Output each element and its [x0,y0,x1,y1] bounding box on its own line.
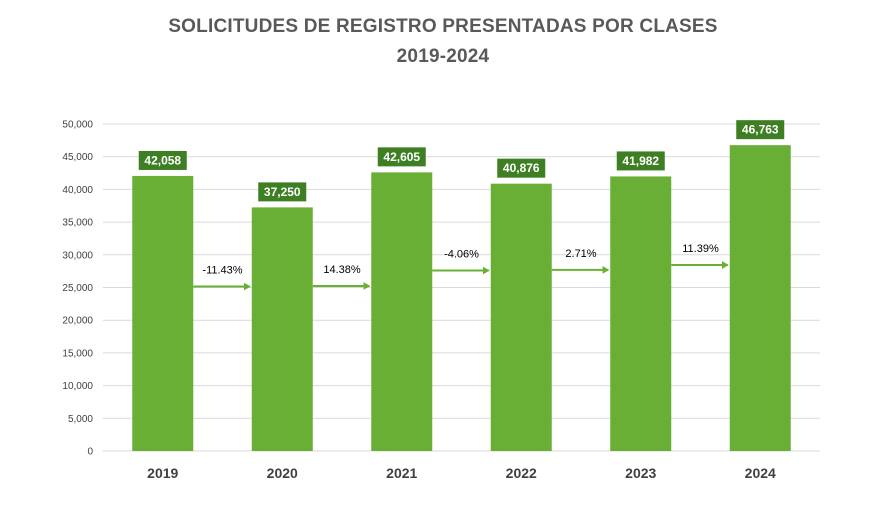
bar [371,172,432,451]
value-label: 42,605 [383,150,420,164]
bar [610,176,671,451]
value-label: 46,763 [742,123,779,137]
value-label: 40,876 [503,161,540,175]
value-label: 42,058 [144,153,181,167]
y-tick-label: 20,000 [62,316,93,327]
change-label: -4.06% [444,249,479,261]
change-label: 11.39% [682,243,719,255]
y-tick-label: 30,000 [62,250,93,261]
change-label: -11.43% [202,265,242,277]
y-tick-label: 10,000 [62,381,93,392]
bar [132,176,193,451]
change-label: 2.71% [565,248,596,260]
value-label: 37,250 [264,185,301,199]
bar [491,184,552,451]
y-tick-label: 45,000 [62,152,93,163]
change-label: 14.38% [323,264,361,276]
x-tick-label: 2022 [506,465,537,481]
value-label: 41,982 [622,154,659,168]
y-tick-label: 35,000 [62,218,93,229]
y-tick-label: 15,000 [62,348,93,359]
x-tick-label: 2021 [386,465,417,481]
y-tick-label: 5,000 [68,414,93,425]
y-tick-label: 25,000 [62,283,93,294]
y-tick-label: 50,000 [62,120,93,131]
x-tick-label: 2024 [745,465,776,481]
y-tick-label: 40,000 [62,185,93,196]
y-tick-label: 0 [87,447,93,458]
x-tick-label: 2023 [625,465,656,481]
x-tick-label: 2020 [267,465,298,481]
x-tick-label: 2019 [147,465,178,481]
bar [730,145,791,451]
bar [252,207,313,451]
